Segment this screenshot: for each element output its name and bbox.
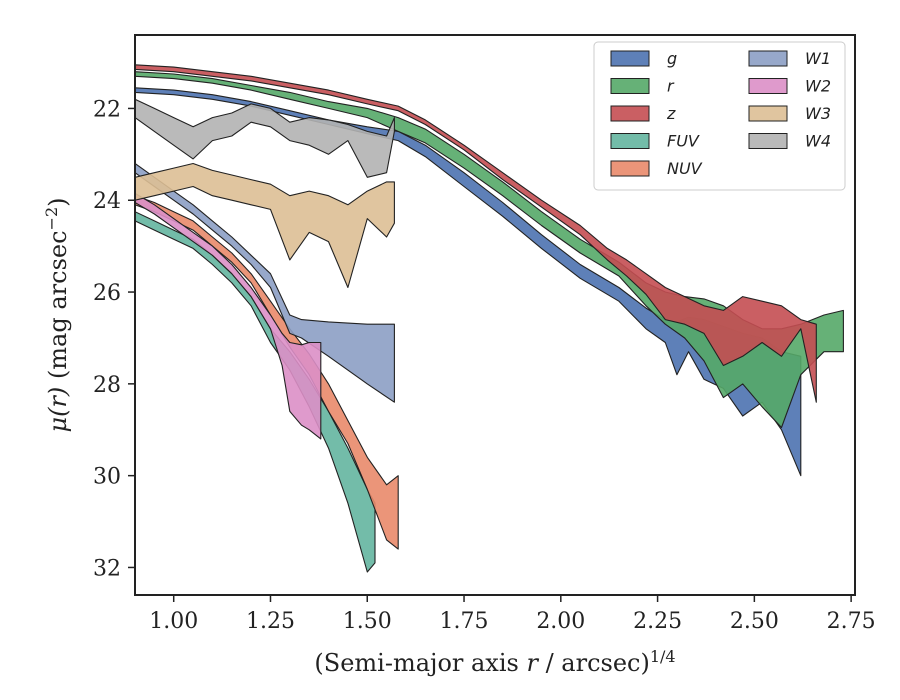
legend-swatch-w3 xyxy=(748,105,788,122)
legend: grz FUV NUV W1 W2 W3 W4 xyxy=(593,41,846,191)
legend-label-z: z xyxy=(666,104,676,123)
y-tick-label: 22 xyxy=(93,97,121,122)
x-tick-label: 1.75 xyxy=(440,609,489,634)
x-tick-label: 1.00 xyxy=(149,609,198,634)
x-tick-label: 2.00 xyxy=(536,609,585,634)
y-tick-label: 32 xyxy=(93,556,121,581)
legend-label-w1: W1 xyxy=(805,49,831,68)
legend-swatch-w4 xyxy=(748,133,788,149)
band-w1 xyxy=(135,162,395,403)
y-tick-label: 30 xyxy=(93,465,121,490)
x-axis: 1.00 1.25 1.50 1.75 2.00 2.25 2.50 2.75 xyxy=(149,595,876,634)
legend-label-w2: W2 xyxy=(805,77,831,96)
x-tick-label: 2.50 xyxy=(730,609,779,634)
bands-layer xyxy=(135,64,844,573)
legend-label-r: r xyxy=(667,77,675,96)
legend-swatch-w2 xyxy=(748,78,788,94)
x-axis-label: (Semi-major axis r / arcsec)1/4 xyxy=(314,647,675,677)
y-tick-label: 24 xyxy=(93,189,121,214)
y-tick-label: 28 xyxy=(93,373,121,398)
x-tick-label: 1.25 xyxy=(246,609,295,634)
band-w4 xyxy=(135,98,395,178)
legend-label-nuv: NUV xyxy=(667,159,703,178)
band-r xyxy=(135,71,844,429)
y-tick-label: 26 xyxy=(93,281,121,306)
legend-swatch-nuv xyxy=(610,160,650,177)
x-tick-label: 2.25 xyxy=(633,609,682,634)
legend-swatch-r xyxy=(610,78,650,94)
x-tick-label: 1.50 xyxy=(343,609,392,634)
band-w2 xyxy=(135,192,322,440)
legend-swatch-g xyxy=(610,50,650,67)
legend-swatch-w1 xyxy=(748,50,788,67)
legend-label-w3: W3 xyxy=(805,104,831,123)
legend-label-g: g xyxy=(667,49,677,68)
band-w3 xyxy=(135,162,395,289)
band-z xyxy=(135,64,817,403)
y-axis-label: μ(r) (mag arcsec−2) xyxy=(42,197,72,432)
x-tick-label: 2.75 xyxy=(827,609,876,634)
legend-label-fuv: FUV xyxy=(667,132,700,151)
plot-frame xyxy=(134,34,856,596)
y-axis: 22 24 26 28 30 32 xyxy=(93,97,135,581)
legend-swatch-z xyxy=(610,105,650,122)
legend-swatch-fuv xyxy=(610,133,650,149)
legend-label-w4: W4 xyxy=(805,132,831,151)
band-g xyxy=(135,87,802,477)
